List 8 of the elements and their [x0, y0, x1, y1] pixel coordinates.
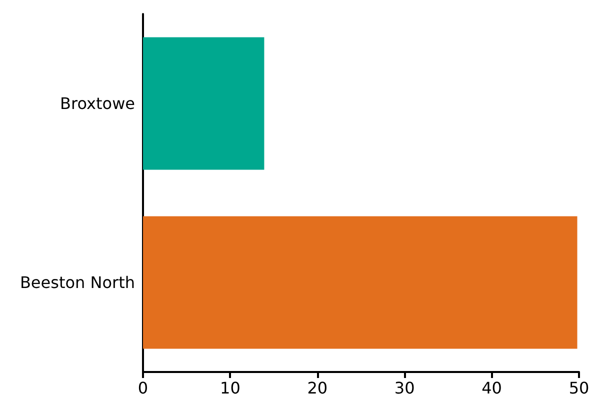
x-tick-label: 50 — [568, 378, 590, 398]
y-tick-label: Broxtowe — [60, 94, 135, 113]
x-tick-label: 10 — [220, 378, 240, 398]
x-tick-label: 40 — [482, 378, 502, 398]
x-tick-label: 30 — [394, 378, 415, 398]
x-tick-label: 0 — [138, 378, 148, 398]
x-tick-label: 20 — [307, 378, 328, 398]
y-tick-label: Beeston North — [20, 273, 135, 292]
